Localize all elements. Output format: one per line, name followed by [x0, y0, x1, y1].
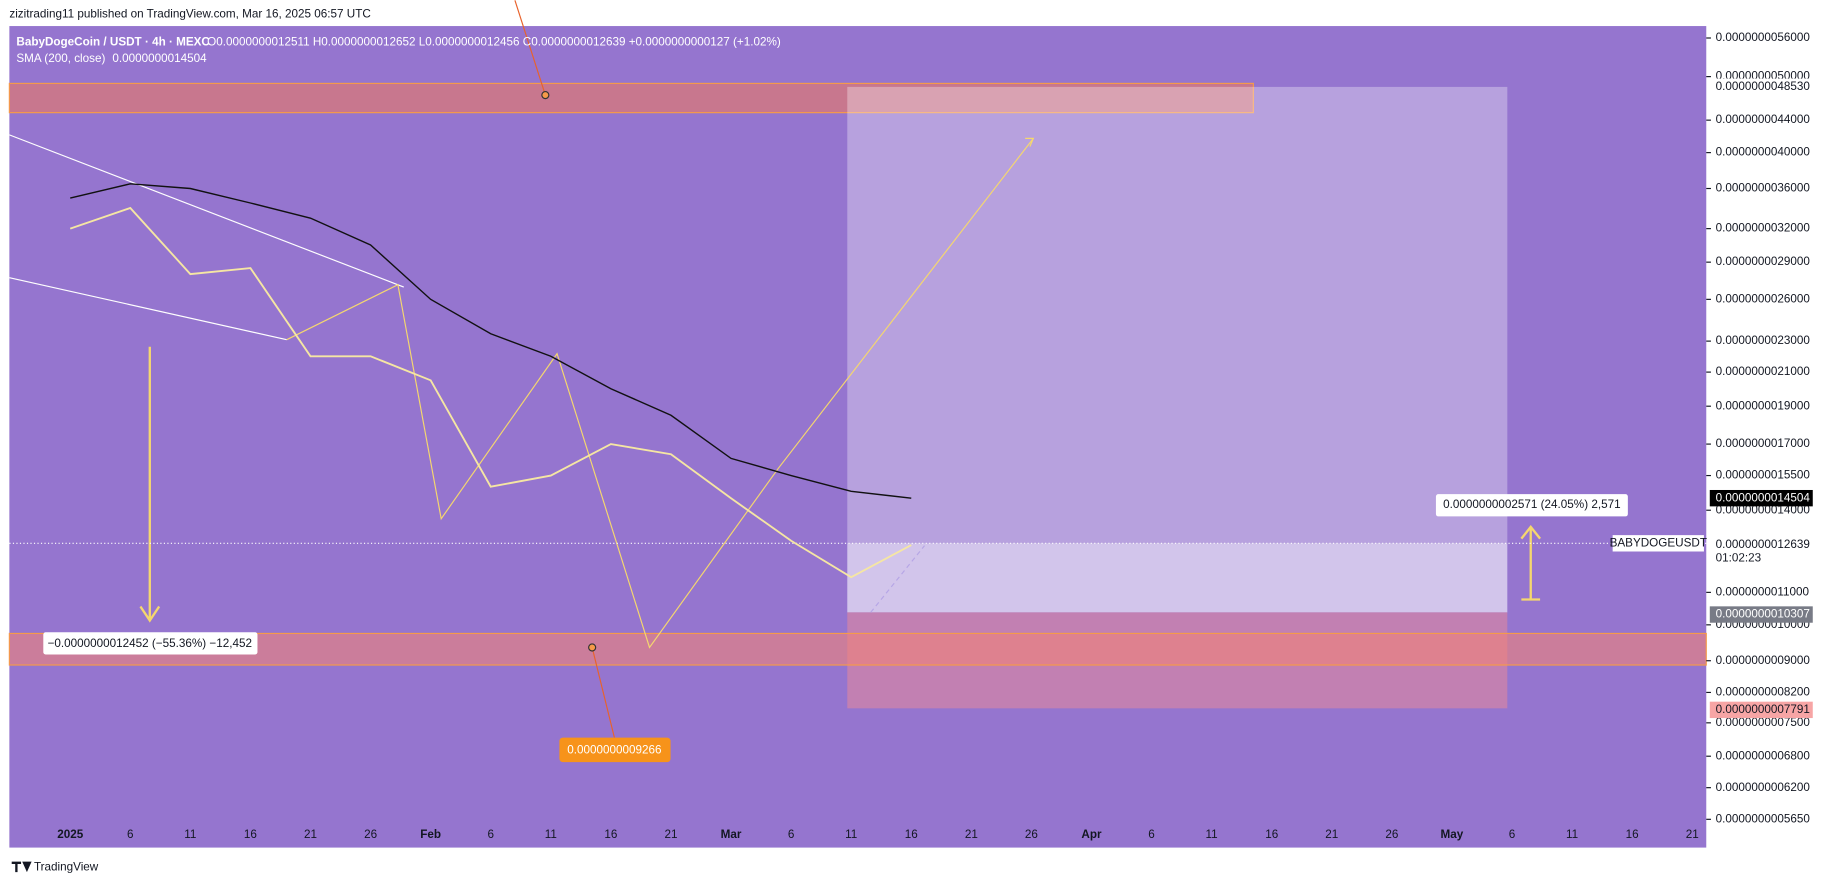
y-tick-label: 0.0000000044000	[1716, 113, 1811, 126]
x-tick-label: 6	[487, 828, 494, 841]
x-tick-label: 16	[604, 828, 617, 841]
callout-dot	[541, 91, 550, 100]
trend-line	[870, 545, 925, 613]
projection-path	[286, 138, 1034, 649]
price-marker	[1709, 78, 1813, 95]
x-tick-label: 11	[1566, 828, 1578, 841]
plot-area	[9, 26, 1707, 848]
brand: TradingView	[34, 861, 99, 874]
price-marker-label: 0.0000000048530	[1716, 80, 1811, 93]
target-measure: 0.0000000002571 (24.05%) 2,571	[1443, 498, 1620, 511]
price-marker-label: 0.0000000014504	[1716, 491, 1811, 504]
support-zone	[8, 632, 1707, 666]
y-tick-label: 0.0000000021000	[1716, 365, 1811, 378]
callout-line	[591, 647, 615, 738]
y-tick-label: 0.0000000026000	[1716, 292, 1811, 305]
symbol-tag	[1612, 535, 1704, 552]
x-tick-label: 11	[845, 828, 857, 841]
y-tick-label: 0.0000000029000	[1716, 255, 1811, 268]
x-tick-label: 6	[1148, 828, 1155, 841]
price-marker-label: 0.0000000012639	[1716, 538, 1810, 551]
x-tick-label: 21	[1325, 828, 1338, 841]
countdown: 01:02:23	[1716, 552, 1762, 565]
wedge-line	[9, 277, 287, 341]
x-tick-label: 16	[905, 828, 918, 841]
y-tick-label: 0.0000000015500	[1716, 469, 1811, 482]
price-line	[70, 183, 912, 499]
y-tick-label: 0.0000000056000	[1716, 31, 1811, 44]
price-line	[69, 206, 912, 579]
y-tick-label: 0.0000000009000	[1716, 654, 1811, 667]
x-tick-label: 16	[244, 828, 257, 841]
measure-box	[43, 632, 258, 655]
y-tick-label: 0.0000000032000	[1716, 222, 1811, 235]
y-tick-label: 0.0000000005650	[1716, 812, 1811, 825]
entry-zone	[847, 543, 1508, 613]
y-tick-label: 0.0000000006200	[1716, 781, 1811, 794]
callout-line	[514, 0, 546, 96]
symbol-tag-text: BABYDOGEUSDT	[1610, 536, 1707, 549]
indicator-value: 0.0000000014504	[112, 52, 207, 65]
x-tick-label: 26	[364, 828, 377, 841]
arrow-head	[139, 605, 161, 623]
x-tick-label: 6	[127, 828, 134, 841]
price-marker-label: 0.0000000010307	[1716, 608, 1810, 621]
x-tick-label: 21	[304, 828, 317, 841]
price-marker	[1709, 701, 1813, 719]
x-tick-label: 16	[1265, 828, 1278, 841]
ohlc: O0.0000000012511 H0.0000000012652 L0.000…	[207, 36, 781, 49]
price-marker-label: 0.0000000007791	[1716, 703, 1810, 716]
price-marker	[1709, 536, 1813, 554]
x-tick-label: 6	[1509, 828, 1516, 841]
callout-dot	[588, 643, 597, 652]
y-tick-label: 0.0000000023000	[1716, 334, 1811, 347]
x-tick-label: May	[1441, 828, 1464, 841]
x-tick-label: 21	[664, 828, 677, 841]
wedge-line	[9, 134, 404, 288]
x-tick-label: 16	[1626, 828, 1639, 841]
y-tick-label: 0.0000000011000	[1716, 585, 1810, 598]
x-tick-label: 21	[1686, 828, 1699, 841]
arrow-head	[1025, 137, 1035, 147]
indicator-name: SMA (200, close)	[16, 52, 105, 65]
y-tick-label: 0.0000000008200	[1716, 686, 1811, 699]
price-marker	[1709, 606, 1813, 623]
y-tick-label: 0.0000000014000	[1716, 503, 1811, 516]
x-tick-label: 26	[1025, 828, 1038, 841]
y-tick-label: 0.0000000036000	[1716, 182, 1811, 195]
published-line: zizitrading11 published on TradingView.c…	[9, 7, 370, 20]
y-tick-label: 0.0000000040000	[1716, 146, 1811, 159]
x-tick-label: Apr	[1081, 828, 1102, 841]
y-tick-label: 0.0000000006800	[1716, 749, 1811, 762]
price-callout	[559, 737, 671, 763]
measure-box	[1435, 494, 1628, 517]
x-tick-label: 21	[965, 828, 978, 841]
x-tick-label: 11	[1206, 828, 1218, 841]
y-tick-label: 0.0000000019000	[1716, 399, 1811, 412]
target-zone	[847, 86, 1508, 544]
resistance-zone	[8, 82, 1254, 114]
drop-measure: −0.0000000012452 (−55.36%) −12,452	[48, 637, 252, 650]
brand-logo	[11, 861, 32, 873]
x-tick-label: Mar	[721, 828, 742, 841]
support-price: 0.0000000009266	[567, 744, 661, 757]
x-tick-label: 26	[1385, 828, 1398, 841]
price-marker	[1709, 489, 1813, 507]
y-tick-label: 0.0000000017000	[1716, 437, 1811, 450]
y-tick-label: 0.0000000007500	[1716, 716, 1811, 729]
x-tick-label: 11	[545, 828, 557, 841]
symbol-title: BabyDogeCoin / USDT · 4h · MEXC	[16, 36, 210, 49]
x-tick-label: 11	[184, 828, 196, 841]
x-tick-label: Feb	[420, 828, 441, 841]
arrow-head	[1520, 525, 1542, 540]
x-tick-label: 2025	[57, 828, 84, 841]
x-tick-label: 6	[788, 828, 795, 841]
